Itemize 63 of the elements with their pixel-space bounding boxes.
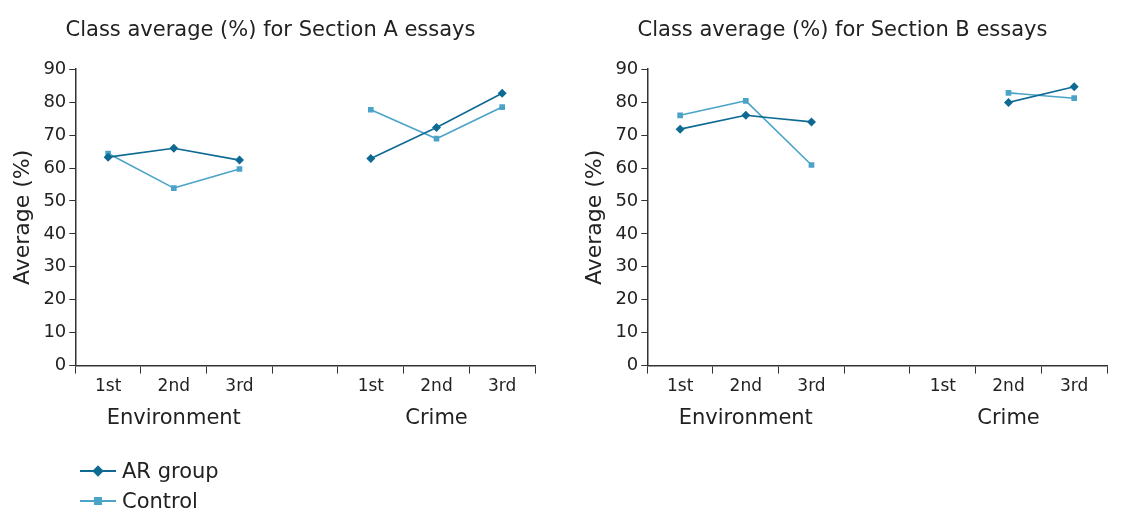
y-tick-label: 50 xyxy=(615,188,639,210)
y-tick-label: 20 xyxy=(43,287,67,309)
y-tick-label: 60 xyxy=(615,155,639,177)
legend-label: AR group xyxy=(122,459,219,483)
x-tick-label: 3rd xyxy=(225,375,254,396)
x-tick-label: 2nd xyxy=(157,375,191,396)
point xyxy=(675,124,685,134)
point xyxy=(677,112,683,119)
y-tick-label: 10 xyxy=(43,320,67,342)
y-tick-label: 60 xyxy=(43,155,67,177)
point xyxy=(236,166,243,172)
point xyxy=(103,152,113,162)
y-tick-label: 80 xyxy=(615,89,639,111)
point xyxy=(169,143,179,153)
y-axis-title: Average (%) xyxy=(580,149,606,286)
x-tick-label: 1st xyxy=(929,375,957,396)
y-tick-label: 70 xyxy=(43,122,67,144)
y-tick-label: 0 xyxy=(54,353,67,375)
point xyxy=(368,106,374,113)
y-tick-label: 30 xyxy=(615,254,639,276)
x-tick-label: 2nd xyxy=(729,375,763,396)
x-tick-label: 2nd xyxy=(420,375,453,396)
y-tick-label: 0 xyxy=(626,353,639,375)
point xyxy=(808,162,815,168)
point xyxy=(499,104,505,110)
chart-title: Class average (%) for Section B essays xyxy=(637,17,1048,42)
y-tick-label: 80 xyxy=(43,89,67,111)
y-tick-label: 20 xyxy=(615,287,639,309)
point xyxy=(806,117,816,127)
x-tick-label: 3rd xyxy=(1060,375,1089,396)
y-axis-title: Average (%) xyxy=(8,149,34,286)
point xyxy=(741,110,751,120)
point xyxy=(433,135,440,142)
text: Environment xyxy=(106,404,241,429)
y-tick-label: 90 xyxy=(43,56,67,78)
point xyxy=(1071,95,1077,102)
point xyxy=(234,155,244,165)
y-tick-label: 40 xyxy=(615,221,639,243)
point xyxy=(366,153,376,163)
x-tick-label: 1st xyxy=(666,375,694,396)
y-tick-label: 30 xyxy=(43,254,67,276)
y-tick-label: 40 xyxy=(43,221,67,243)
legend-label: Control xyxy=(122,489,198,513)
chart-title: Class average (%) for Section A essays xyxy=(65,17,476,42)
text: Crime xyxy=(405,404,468,429)
y-tick-label: 70 xyxy=(615,122,639,144)
x-tick-label: 3rd xyxy=(488,375,517,396)
point xyxy=(497,88,507,98)
point xyxy=(170,185,177,191)
point xyxy=(431,122,441,132)
x-tick-label: 2nd xyxy=(992,375,1025,396)
y-tick-label: 10 xyxy=(615,320,639,342)
text: Crime xyxy=(977,404,1040,429)
y-tick-label: 90 xyxy=(615,56,639,78)
point xyxy=(1005,90,1012,96)
point xyxy=(1003,97,1013,107)
text: Environment xyxy=(678,404,813,429)
point xyxy=(742,97,749,104)
point xyxy=(1069,82,1079,92)
y-tick-label: 50 xyxy=(43,188,67,210)
x-tick-label: 1st xyxy=(357,375,385,396)
x-tick-label: 1st xyxy=(94,375,122,396)
x-tick-label: 3rd xyxy=(797,375,826,396)
